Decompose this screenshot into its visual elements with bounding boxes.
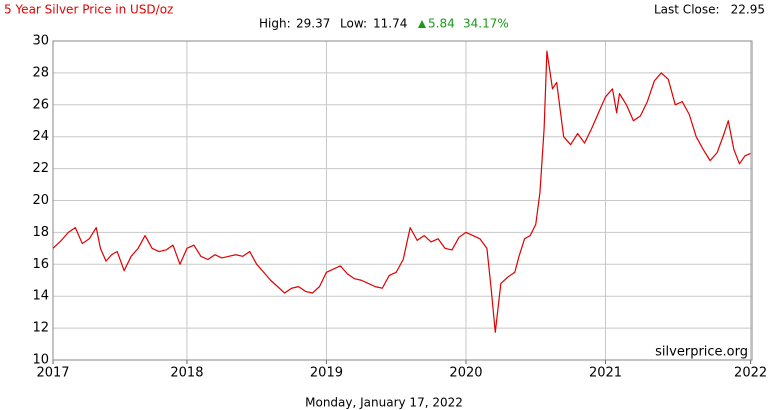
y-tick-label: 16 xyxy=(32,257,49,272)
y-tick-label: 22 xyxy=(32,161,49,176)
x-tick-label: 2020 xyxy=(449,366,482,381)
source: silverprice.org xyxy=(655,345,748,360)
y-tick-label: 20 xyxy=(32,193,49,208)
chart-title: 5 Year Silver Price in USD/oz xyxy=(4,3,173,17)
high-value: 29.37 xyxy=(296,17,330,31)
y-tick-label: 10 xyxy=(32,353,49,368)
last-close-value: 22.95 xyxy=(731,3,765,17)
x-tick-label: 2019 xyxy=(310,366,343,381)
y-tick-label: 14 xyxy=(32,289,49,304)
low-value: 11.74 xyxy=(373,17,407,31)
y-tick-label: 28 xyxy=(32,65,49,80)
up-arrow xyxy=(418,20,426,28)
y-tick-label: 26 xyxy=(32,97,49,112)
price-line xyxy=(52,50,751,333)
x-tick-label: 2022 xyxy=(734,366,767,381)
y-tick-label: 30 xyxy=(32,34,49,49)
y-tick-label: 12 xyxy=(32,321,49,336)
last-close-label: Last Close: xyxy=(654,3,720,17)
x-tick-label: 2017 xyxy=(36,366,69,381)
y-tick-label: 24 xyxy=(32,129,49,144)
change-percent: 34.17% xyxy=(463,17,509,31)
x-tick-label: 2021 xyxy=(589,366,622,381)
x-tick-label: 2018 xyxy=(170,366,203,381)
low-label: Low: xyxy=(340,17,367,31)
change-value: 5.84 xyxy=(428,17,455,31)
date: Monday, January 17, 2022 xyxy=(305,396,463,410)
high-label: High: xyxy=(259,17,291,31)
y-tick-label: 18 xyxy=(32,225,49,240)
plot-border xyxy=(52,40,753,361)
